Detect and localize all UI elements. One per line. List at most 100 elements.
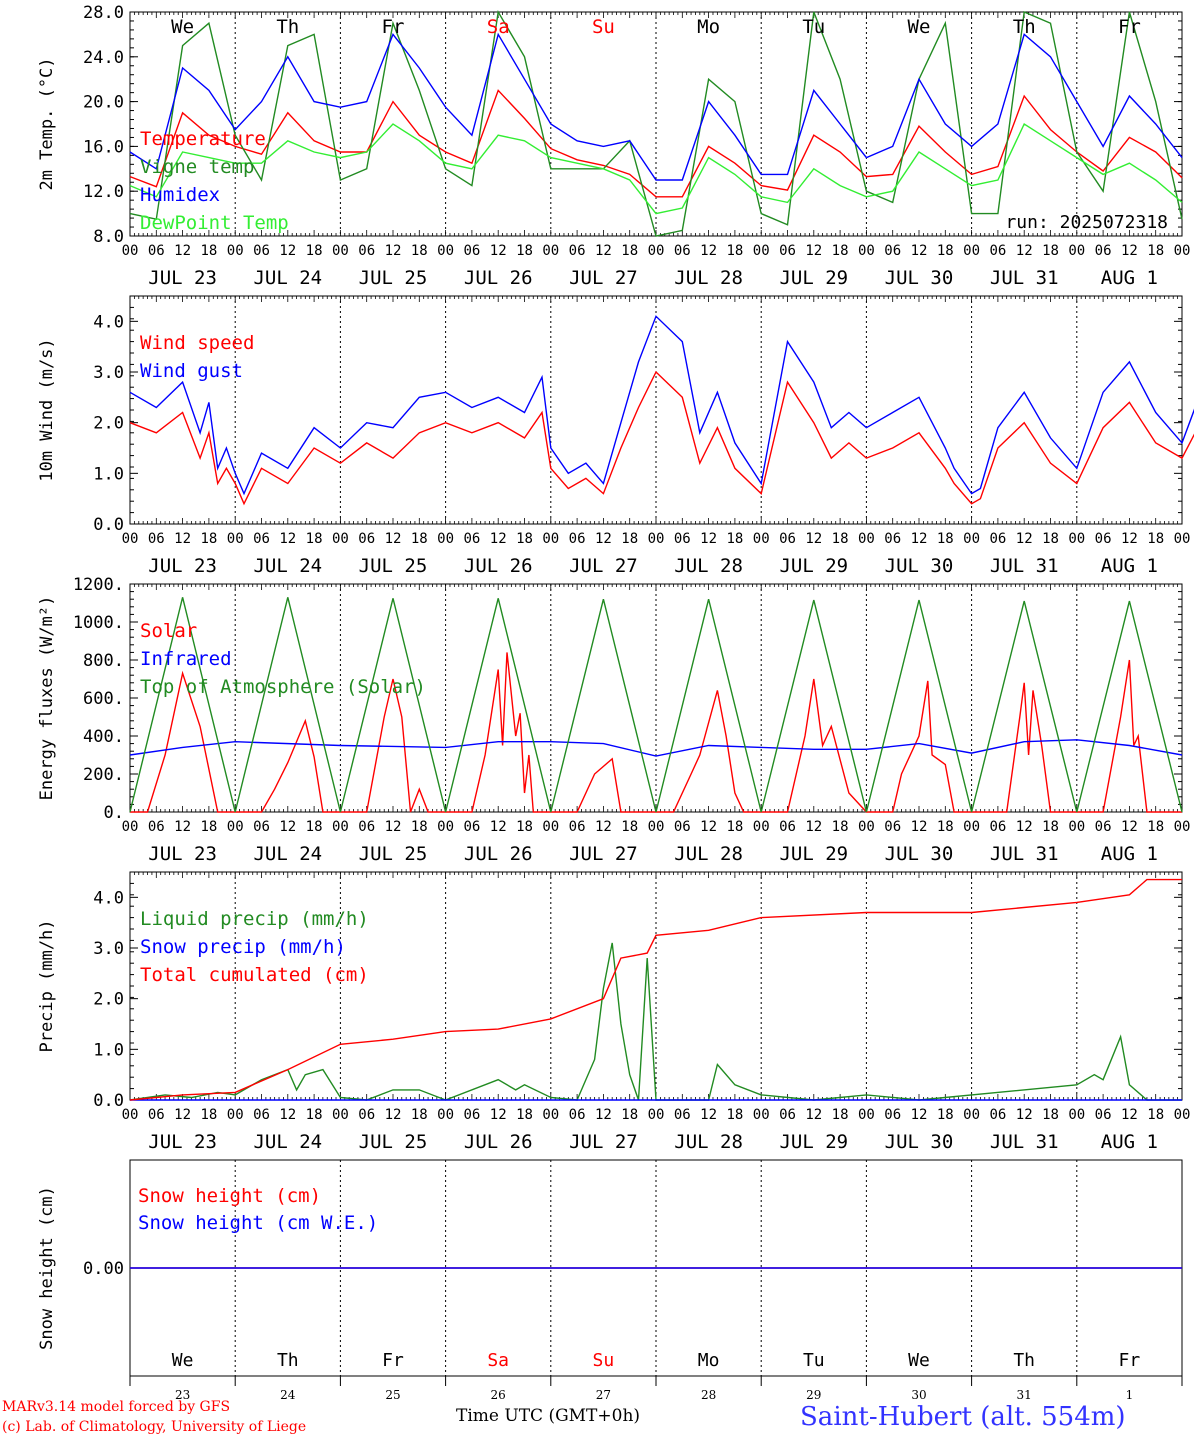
hour-tick-label: 00 — [1174, 531, 1191, 547]
date-label: JUL 26 — [464, 1131, 533, 1153]
hour-tick-label: 06 — [358, 819, 375, 835]
hour-tick-label: 12 — [1121, 243, 1138, 259]
hour-tick-label: 12 — [279, 243, 296, 259]
hour-tick-label: 00 — [122, 243, 139, 259]
date-label: JUL 28 — [674, 1131, 743, 1153]
hour-tick-label: 06 — [989, 819, 1006, 835]
date-label: JUL 25 — [359, 267, 428, 289]
hour-tick-label: 06 — [148, 243, 165, 259]
hour-tick-label: 18 — [200, 243, 217, 259]
weekday-label: Fr — [1119, 1350, 1141, 1371]
weekday-label: Sa — [487, 1350, 509, 1371]
hour-tick-label: 12 — [805, 531, 822, 547]
hour-tick-label: 00 — [437, 531, 454, 547]
date-label: JUL 31 — [990, 555, 1059, 577]
hour-tick-label: 12 — [911, 531, 928, 547]
hour-tick-label: 12 — [595, 819, 612, 835]
hour-tick-label: 18 — [411, 531, 428, 547]
legend-entry: Temperature — [140, 128, 266, 150]
hour-tick-label: 12 — [490, 1107, 507, 1123]
hour-tick-label: 00 — [227, 531, 244, 547]
date-label: JUL 29 — [779, 843, 848, 865]
hour-tick-label: 00 — [542, 1107, 559, 1123]
day-number-label: 28 — [701, 1388, 716, 1402]
legend-entry: Solar — [140, 620, 197, 642]
hour-tick-label: 06 — [1095, 531, 1112, 547]
date-label: JUL 23 — [148, 1131, 217, 1153]
hour-tick-label: 18 — [726, 1107, 743, 1123]
hour-tick-label: 00 — [1068, 243, 1085, 259]
series-line-wind-speed — [129, 370, 1194, 506]
hour-tick-label: 00 — [122, 819, 139, 835]
hour-tick-label: 06 — [463, 1107, 480, 1123]
hour-tick-label: 12 — [595, 1107, 612, 1123]
weekday-label: Tu — [803, 1350, 825, 1371]
y-axis-label: Energy fluxes (W/m²) — [37, 596, 57, 801]
hour-tick-label: 06 — [779, 243, 796, 259]
plot-frame — [129, 295, 1183, 525]
hour-tick-label: 12 — [490, 819, 507, 835]
date-label: JUL 26 — [464, 843, 533, 865]
panel-4 — [129, 871, 1183, 1101]
hour-tick-label: 00 — [122, 1107, 139, 1123]
hour-tick-label: 18 — [516, 1107, 533, 1123]
hour-tick-label: 18 — [937, 243, 954, 259]
hour-tick-label: 12 — [1016, 1107, 1033, 1123]
hour-tick-label: 00 — [122, 531, 139, 547]
hour-tick-label: 18 — [516, 243, 533, 259]
hour-tick-label: 18 — [726, 531, 743, 547]
y-tick-label: 0. — [104, 803, 124, 823]
hour-tick-label: 18 — [1147, 1107, 1164, 1123]
hour-tick-label: 12 — [385, 531, 402, 547]
hour-tick-label: 06 — [358, 531, 375, 547]
y-tick-label: 600. — [83, 689, 124, 709]
weekday-label: We — [171, 16, 194, 38]
hour-tick-label: 06 — [989, 1107, 1006, 1123]
panel-2 — [129, 295, 1194, 525]
y-tick-label: 16.0 — [83, 137, 124, 157]
hour-tick-label: 00 — [227, 243, 244, 259]
weekday-label: Mo — [697, 16, 720, 38]
weekday-label: Su — [592, 16, 615, 38]
y-tick-label: 28.0 — [83, 3, 124, 23]
legend-entry: Wind gust — [140, 360, 243, 382]
hour-tick-label: 06 — [674, 531, 691, 547]
day-number-label: 26 — [491, 1388, 506, 1402]
hour-tick-label: 18 — [832, 819, 849, 835]
date-label: AUG 1 — [1101, 1131, 1158, 1153]
date-label: JUL 25 — [359, 1131, 428, 1153]
hour-tick-label: 06 — [674, 1107, 691, 1123]
y-tick-label: 0.0 — [93, 515, 124, 535]
hour-tick-label: 18 — [621, 531, 638, 547]
y-tick-label: 12.0 — [83, 182, 124, 202]
day-number-label: 1 — [1126, 1388, 1134, 1402]
station-name: Saint-Hubert (alt. 554m) — [800, 1402, 1126, 1432]
series-line-infrared — [129, 739, 1183, 757]
date-label: JUL 28 — [674, 843, 743, 865]
weekday-label: Tu — [802, 16, 825, 38]
date-label: JUL 23 — [148, 843, 217, 865]
day-number-label: 23 — [175, 1388, 190, 1402]
hour-tick-label: 12 — [1121, 531, 1138, 547]
hour-tick-label: 00 — [1174, 819, 1191, 835]
day-number-label: 24 — [280, 1388, 296, 1402]
hour-tick-label: 00 — [437, 243, 454, 259]
hour-tick-label: 12 — [385, 243, 402, 259]
hour-tick-label: 06 — [1095, 819, 1112, 835]
hour-tick-label: 00 — [542, 243, 559, 259]
weekday-label: We — [908, 16, 931, 38]
y-tick-label: 3.0 — [93, 363, 124, 383]
hour-tick-label: 18 — [200, 819, 217, 835]
hour-tick-label: 18 — [306, 1107, 323, 1123]
hour-tick-label: 00 — [963, 243, 980, 259]
date-label: JUL 24 — [253, 555, 322, 577]
legend-entry: DewPoint Temp — [140, 212, 289, 234]
weekday-label: Su — [593, 1350, 615, 1371]
series-line-vigne-temp — [129, 9, 1183, 237]
date-label: AUG 1 — [1101, 267, 1158, 289]
hour-tick-label: 00 — [648, 243, 665, 259]
hour-tick-label: 06 — [253, 243, 270, 259]
hour-tick-label: 18 — [306, 531, 323, 547]
y-tick-label: 800. — [83, 651, 124, 671]
day-number-label: 31 — [1017, 1388, 1032, 1402]
